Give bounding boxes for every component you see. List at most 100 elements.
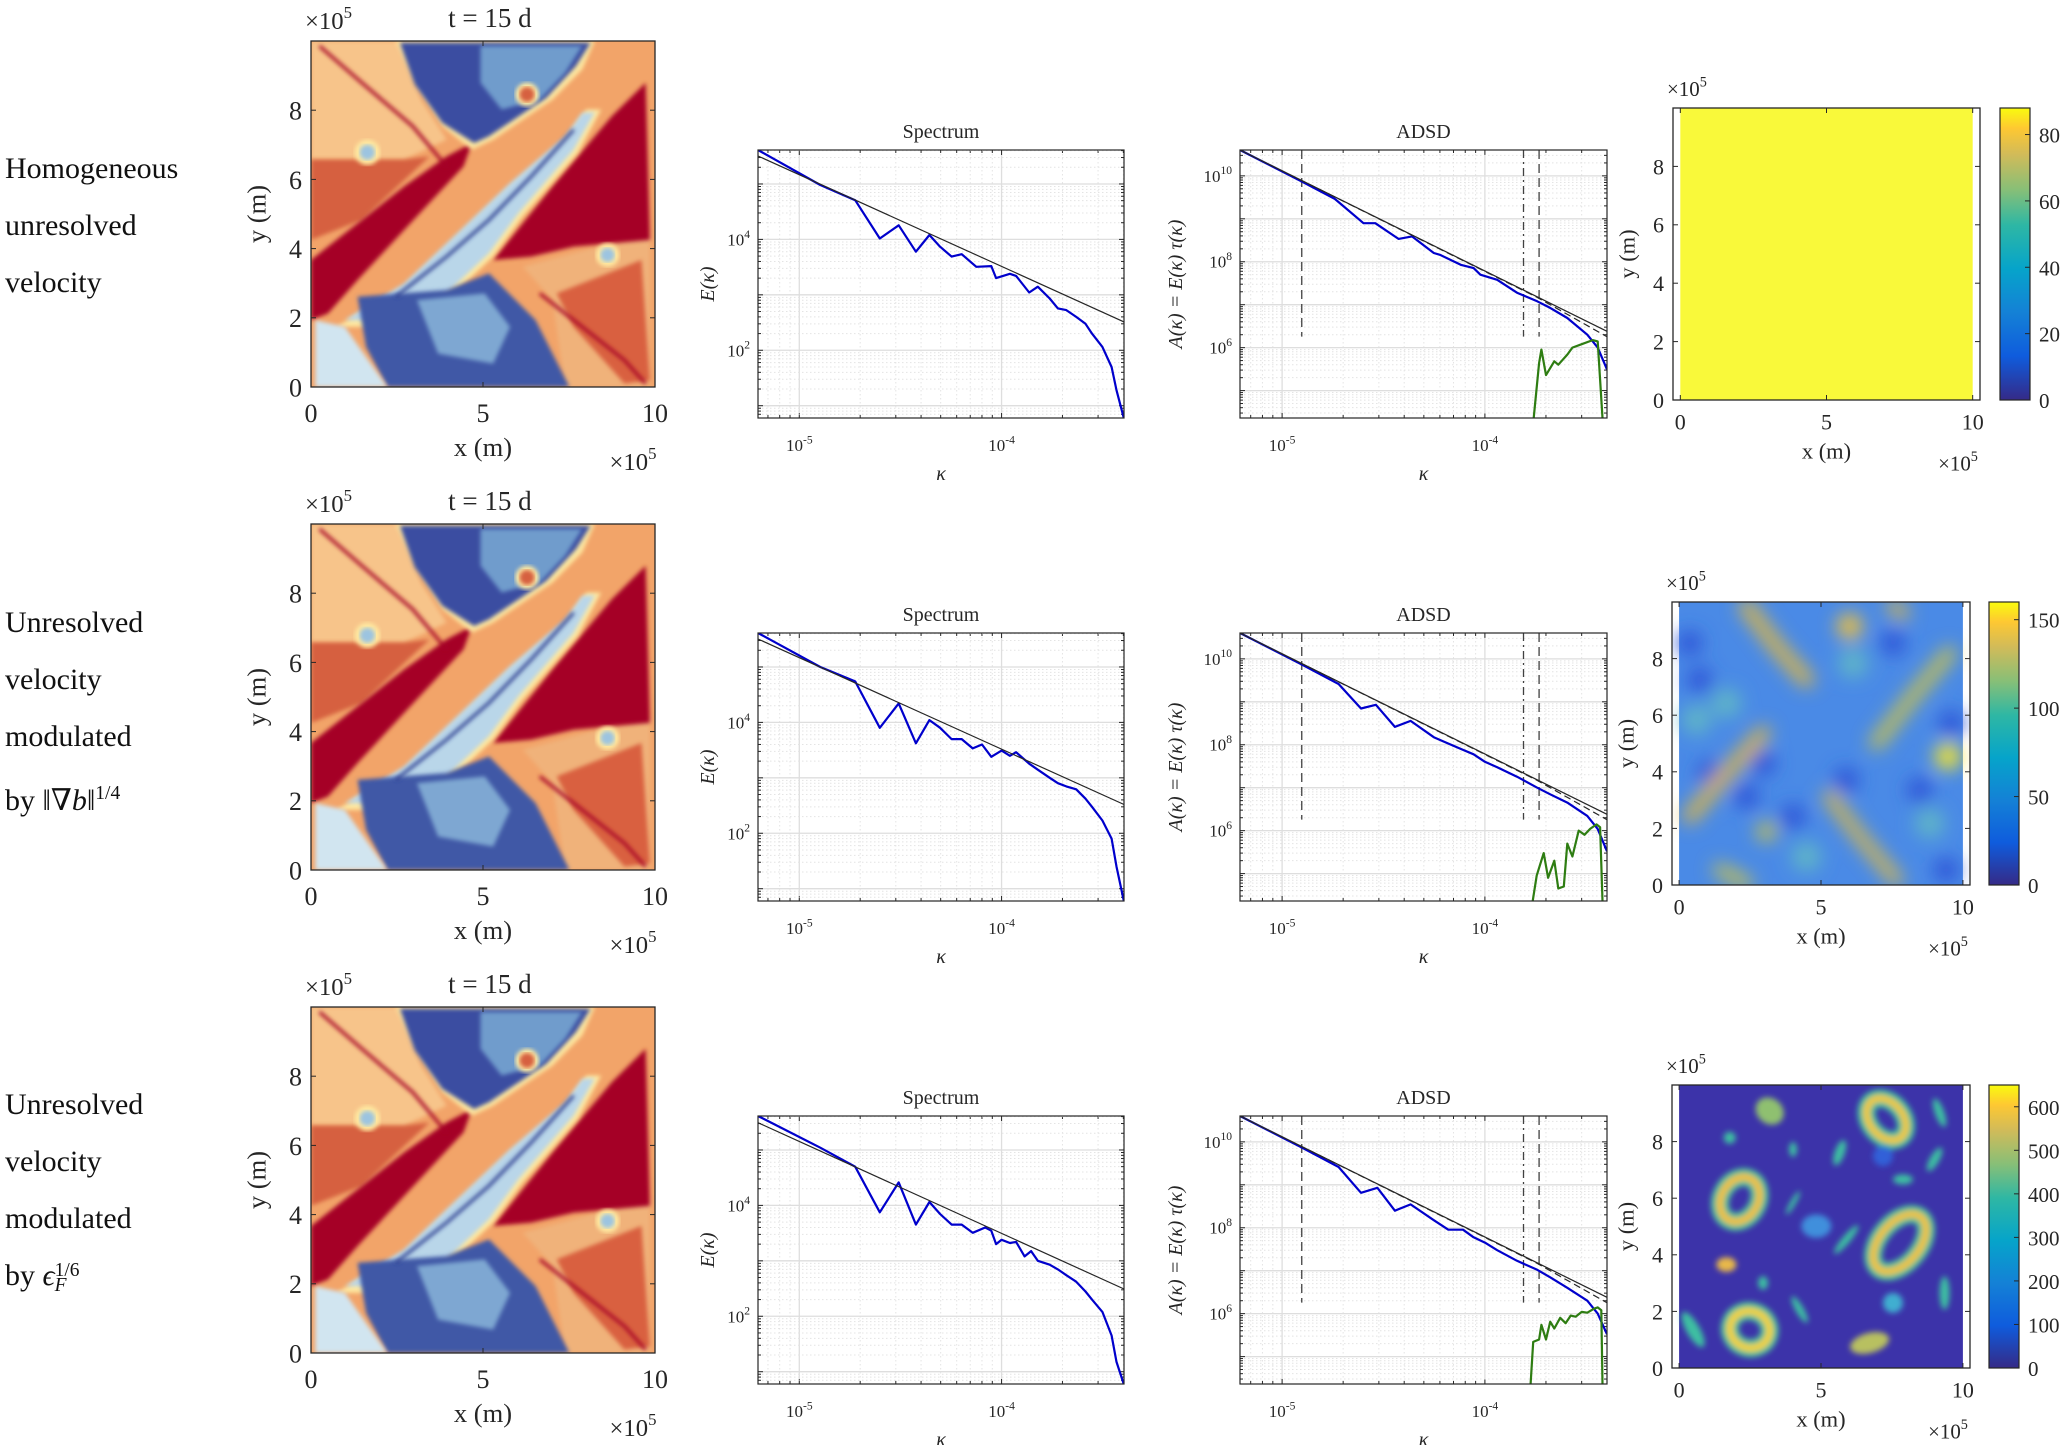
x-axis-multiplier: ×105 (1928, 1417, 1968, 1443)
spectrum-line (1240, 1116, 1607, 1335)
x-axis-multiplier: ×105 (1928, 934, 1968, 960)
x-axis-label: x (m) (454, 432, 512, 462)
variance-blob (1681, 1311, 1705, 1348)
spectrum-line (758, 150, 1124, 418)
chart-adsd-row-3: 10-5 10-4 106 108 1010 ADSD κ A(κ) = E(κ) τ(κ) (1165, 1087, 1608, 1445)
x-axis-label: x (m) (454, 915, 512, 945)
x-axis-label: κ (1419, 946, 1429, 968)
y-tick-label: 8 (1652, 1130, 1663, 1155)
colorbar-tick-label: 200 (2028, 1270, 2060, 1294)
variance-structures (1681, 1089, 1950, 1358)
y-tick-label: 0 (1652, 873, 1663, 898)
y-axis-label: y (m) (1614, 1202, 1639, 1251)
warm-band (493, 1048, 650, 1226)
field-map-row-2: 0 5 10 0 2 4 6 8 ×105 ×105 x (m) y (m) t = 15 d (242, 486, 669, 959)
colorbar-tick-label: 0 (2039, 389, 2050, 413)
chart-adsd-row-1: 10-5 10-4 106 108 1010 ADSD κ A(κ) = E(κ) τ(κ) (1165, 121, 1608, 485)
y-axis-multiplier: ×105 (305, 969, 352, 1001)
y-tick-label: 6 (289, 1132, 302, 1161)
colorbar-tick-label: 100 (2028, 1313, 2060, 1337)
variance-blob (1932, 1098, 1947, 1127)
y-tick-label: 4 (1652, 1243, 1663, 1268)
row-label-exponent: 1/4 (95, 783, 121, 804)
x-tick-label: 5 (1816, 895, 1827, 920)
warm-band (311, 1108, 472, 1287)
y-tick-label: 6 (289, 166, 302, 195)
x-tick-label: 10-5 (1269, 433, 1296, 455)
variance-blob (1882, 1292, 1903, 1313)
y-tick-label: 4 (289, 718, 302, 747)
y-axis-label: y (m) (1615, 229, 1640, 278)
x-tick-label: 10-5 (1269, 1399, 1296, 1421)
variance-blob (1906, 777, 1933, 803)
cold-region (315, 803, 388, 870)
x-axis-label: κ (1419, 1429, 1429, 1445)
y-tick-label: 0 (289, 856, 302, 885)
x-tick-label: 10-4 (988, 1399, 1015, 1421)
row-label-line: modulated (5, 720, 132, 753)
variance-map-row-1: 0 5 10 0 2 4 6 8 ×105 ×105 x (m) y (m) 0 20 40 60 80 (1615, 75, 2061, 476)
variance-blob (1780, 803, 1806, 830)
warm-band (493, 565, 650, 743)
warm-region (311, 524, 447, 643)
x-tick-label: 10 (642, 399, 668, 428)
eddy (359, 627, 375, 643)
buoyancy-field-image (311, 41, 655, 387)
row-label-prefix: by (5, 784, 43, 817)
colorbar-gradient (1988, 601, 2020, 886)
y-tick-label: 102 (727, 339, 750, 361)
x-tick-label: 10-4 (1472, 916, 1499, 938)
colorbar-tick-label: 60 (2039, 190, 2060, 214)
axes-box (1239, 1115, 1608, 1385)
y-tick-label: 2 (1653, 330, 1664, 355)
spectrum-line (758, 633, 1124, 901)
y-tick-label: 1010 (1203, 1130, 1232, 1152)
cold-region (480, 46, 583, 110)
y-tick-label: 2 (289, 787, 302, 816)
y-axis-label: A(κ) = E(κ) τ(κ) (1165, 1185, 1187, 1316)
front-filament (394, 1094, 575, 1264)
plot-area (758, 1116, 1124, 1384)
colorbar-tick-label: 300 (2028, 1226, 2060, 1250)
reference-power-law-line (1240, 150, 1607, 338)
variance-field-image (1679, 1085, 1963, 1368)
x-axis-multiplier: ×105 (609, 1410, 656, 1442)
colorbar-tick-label: 0 (2028, 1357, 2039, 1381)
variance-structures (1677, 602, 1964, 885)
row-label-math: ‖∇b‖ (42, 784, 96, 817)
high-variance-ring-core (1869, 1210, 1930, 1276)
reference-power-law-line (758, 1122, 1124, 1290)
colorbar: 0 20 40 60 80 (1999, 107, 2060, 413)
variance-blob (1938, 710, 1964, 736)
y-axis-multiplier: ×105 (305, 3, 352, 35)
cold-region (480, 1012, 583, 1076)
y-tick-label: 104 (727, 1194, 750, 1216)
variance-blob (1791, 1296, 1808, 1323)
colorbar: 0 100 200 300 400 500 600 (1988, 1084, 2060, 1381)
eddy (519, 1052, 535, 1069)
variance-blob (1711, 688, 1742, 719)
eddy (600, 247, 615, 263)
high-variance-streak (1713, 863, 1754, 885)
variance-blob (1791, 841, 1822, 872)
warm-region (311, 1007, 447, 1126)
variance-blob (1837, 648, 1869, 679)
variance-blob (1681, 704, 1712, 735)
plot-area (1240, 1116, 1607, 1384)
colorbar-tick-label: 400 (2028, 1183, 2060, 1207)
high-variance-streak (1886, 602, 1910, 620)
x-tick-label: 10 (1952, 1378, 1974, 1403)
x-axis-multiplier: ×105 (609, 927, 656, 959)
axes-box (757, 632, 1125, 902)
y-tick-label: 8 (289, 580, 302, 609)
x-axis-label: x (m) (1796, 1406, 1845, 1431)
high-variance-streak (1738, 602, 1815, 688)
x-axis-label: x (m) (1802, 438, 1851, 463)
field-map-title: t = 15 d (448, 486, 532, 516)
x-tick-label: 5 (1821, 410, 1832, 435)
warm-band (493, 82, 650, 260)
warm-region (311, 1122, 430, 1206)
x-tick-label: 0 (305, 1365, 318, 1394)
variance-background (1679, 602, 1963, 885)
